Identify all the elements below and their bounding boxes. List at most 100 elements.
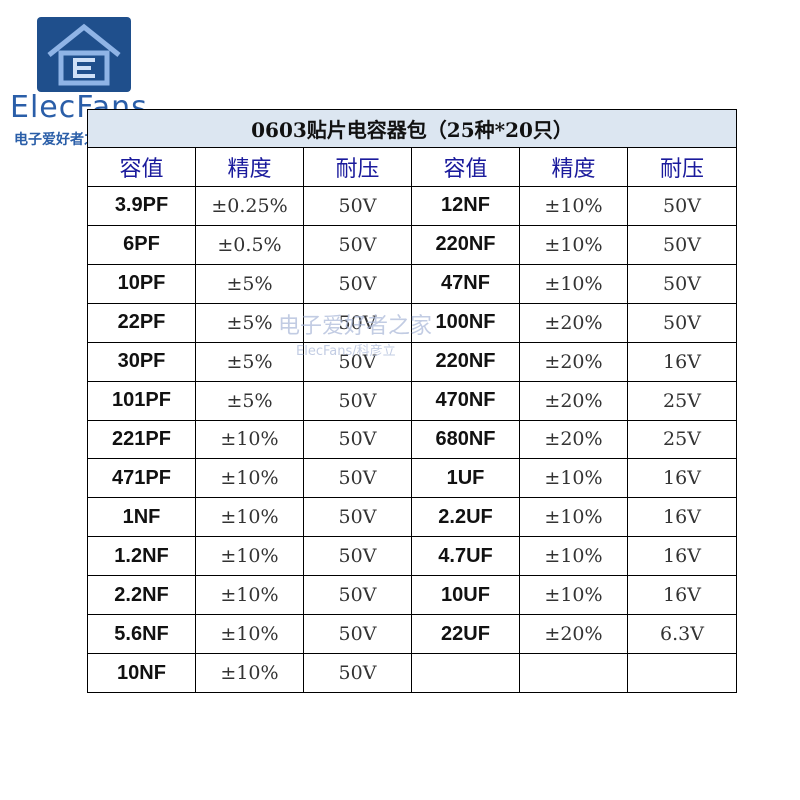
header-capacitance: 容值 [411,147,520,187]
voltage-cell: 50V [303,653,412,693]
tolerance-cell: ±10% [195,419,304,460]
voltage-cell: 6.3V [626,614,738,655]
table-row: 5.6NF ±10% 50V 22UF ±20% 6.3V [87,614,738,655]
capacitance-cell: 1UF [411,458,520,499]
capacitance-cell: 2.2NF [87,575,196,616]
table-row: 6PF ±0.5% 50V 220NF ±10% 50V [87,224,738,265]
capacitance-cell: 47NF [411,263,520,304]
capacitance-cell: 101PF [87,380,196,421]
capacitance-cell: 220NF [411,224,520,265]
voltage-cell: 16V [626,341,738,382]
header-capacitance: 容值 [87,147,196,187]
capacitance-cell: 12NF [411,186,520,226]
voltage-cell: 50V [303,341,412,382]
table-row: 1NF ±10% 50V 2.2UF ±10% 16V [87,497,738,538]
table-row: 101PF ±5% 50V 470NF ±20% 25V [87,380,738,421]
tolerance-cell: ±0.5% [195,224,304,265]
capacitance-cell: 10PF [87,263,196,304]
tolerance-cell: ±10% [195,536,304,577]
capacitance-cell: 471PF [87,458,196,499]
tolerance-cell: ±0.25% [195,186,304,226]
capacitance-cell: 22PF [87,302,196,343]
table-row: 10PF ±5% 50V 47NF ±10% 50V [87,263,738,304]
voltage-cell: 25V [626,419,738,460]
voltage-cell: 50V [303,614,412,655]
tolerance-cell: ±10% [195,575,304,616]
voltage-cell: 50V [626,302,738,343]
header-row: 容值 精度 耐压 容值 精度 耐压 [87,147,738,187]
tolerance-cell [519,653,628,693]
tolerance-cell: ±10% [195,653,304,693]
voltage-cell: 50V [303,419,412,460]
capacitance-cell: 10NF [87,653,196,693]
voltage-cell: 50V [303,186,412,226]
tolerance-cell: ±10% [195,497,304,538]
voltage-cell: 50V [626,186,738,226]
voltage-cell: 50V [303,302,412,343]
tolerance-cell: ±20% [519,302,628,343]
tolerance-cell: ±10% [195,614,304,655]
voltage-cell: 50V [303,263,412,304]
table-row: 2.2NF ±10% 50V 10UF ±10% 16V [87,575,738,616]
capacitance-cell: 1NF [87,497,196,538]
capacitor-table: 0603贴片电容器包（25种*20只） 容值 精度 耐压 容值 精度 耐压 3.… [86,109,738,693]
capacitance-cell: 22UF [411,614,520,655]
capacitance-cell: 3.9PF [87,186,196,226]
logo-badge [37,17,131,92]
capacitance-cell: 470NF [411,380,520,421]
capacitance-cell: 6PF [87,224,196,265]
tolerance-cell: ±10% [519,458,628,499]
table-row: 1.2NF ±10% 50V 4.7UF ±10% 16V [87,536,738,577]
tolerance-cell: ±10% [519,575,628,616]
voltage-cell: 16V [626,458,738,499]
voltage-cell: 50V [303,497,412,538]
table-row: 221PF ±10% 50V 680NF ±20% 25V [87,419,738,460]
tolerance-cell: ±5% [195,341,304,382]
capacitance-cell: 100NF [411,302,520,343]
table-row: 22PF ±5% 50V 100NF ±20% 50V [87,302,738,343]
voltage-cell: 16V [626,575,738,616]
tolerance-cell: ±5% [195,302,304,343]
house-e-logo-icon [47,23,121,86]
table-row: 30PF ±5% 50V 220NF ±20% 16V [87,341,738,382]
voltage-cell: 50V [303,224,412,265]
voltage-cell [626,653,738,693]
capacitance-cell: 5.6NF [87,614,196,655]
capacitance-cell: 680NF [411,419,520,460]
tolerance-cell: ±20% [519,380,628,421]
tolerance-cell: ±10% [519,224,628,265]
table-row: 3.9PF ±0.25% 50V 12NF ±10% 50V [87,186,738,226]
capacitance-cell: 30PF [87,341,196,382]
capacitance-cell: 10UF [411,575,520,616]
capacitance-cell: 1.2NF [87,536,196,577]
tolerance-cell: ±5% [195,263,304,304]
tolerance-cell: ±10% [519,186,628,226]
capacitance-cell: 2.2UF [411,497,520,538]
table-row: 471PF ±10% 50V 1UF ±10% 16V [87,458,738,499]
voltage-cell: 50V [626,224,738,265]
tolerance-cell: ±5% [195,380,304,421]
voltage-cell: 16V [626,536,738,577]
tolerance-cell: ±10% [519,536,628,577]
table-row: 10NF ±10% 50V [87,653,738,693]
table-title: 0603贴片电容器包（25种*20只） [86,109,738,148]
tolerance-cell: ±10% [195,458,304,499]
header-voltage: 耐压 [626,147,738,187]
voltage-cell: 16V [626,497,738,538]
capacitance-cell: 221PF [87,419,196,460]
voltage-cell: 50V [626,263,738,304]
capacitance-cell: 220NF [411,341,520,382]
voltage-cell: 50V [303,380,412,421]
voltage-cell: 50V [303,458,412,499]
capacitance-cell: 4.7UF [411,536,520,577]
tolerance-cell: ±20% [519,341,628,382]
header-tolerance: 精度 [519,147,628,187]
header-voltage: 耐压 [303,147,412,187]
voltage-cell: 50V [303,536,412,577]
tolerance-cell: ±20% [519,614,628,655]
tolerance-cell: ±10% [519,497,628,538]
tolerance-cell: ±10% [519,263,628,304]
voltage-cell: 25V [626,380,738,421]
capacitance-cell [411,653,520,693]
header-tolerance: 精度 [195,147,304,187]
